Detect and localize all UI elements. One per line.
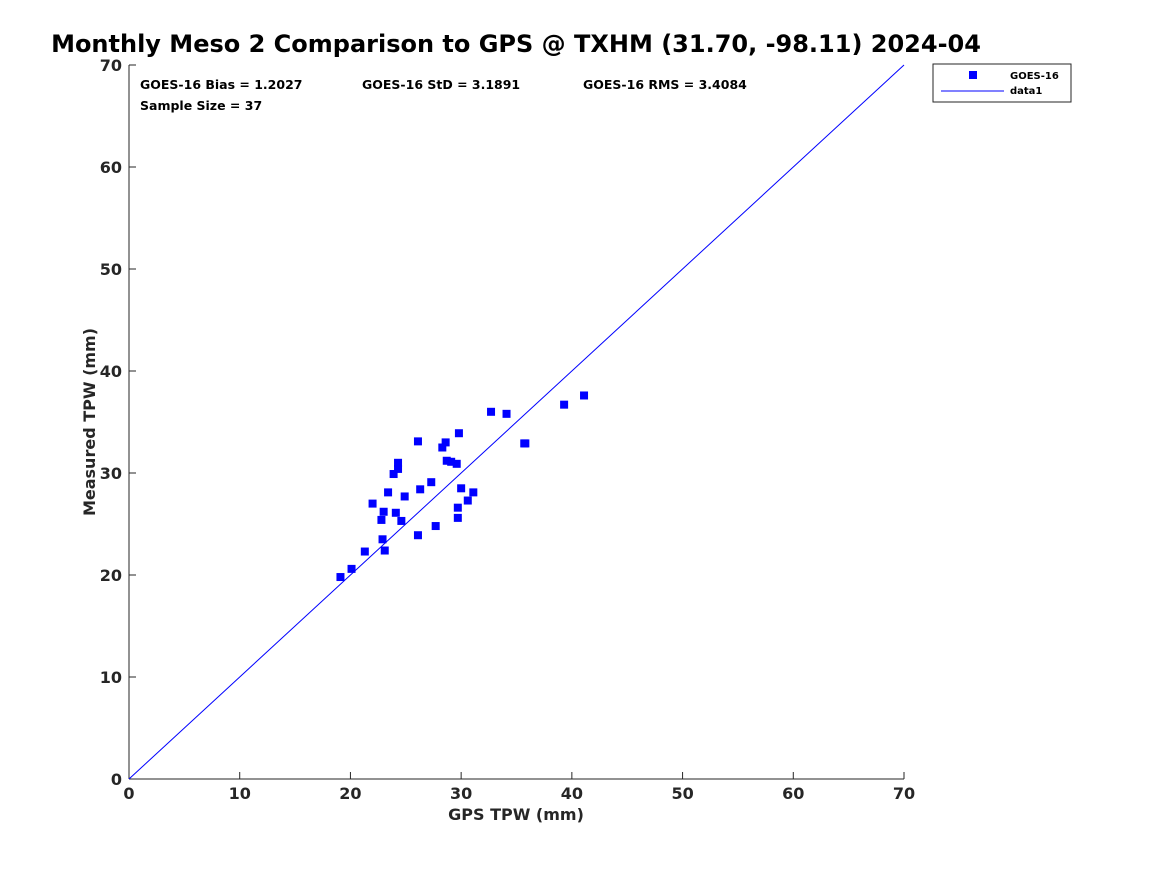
- legend-box: [932, 63, 1072, 103]
- data-point: [413, 437, 422, 446]
- x-axis-label: GPS TPW (mm): [448, 805, 584, 824]
- data-point: [453, 513, 462, 522]
- data-point: [416, 485, 425, 494]
- bias-annotation: GOES-16 Bias = 1.2027: [140, 77, 302, 92]
- data-point: [336, 573, 345, 582]
- y-tick-label: 0: [111, 770, 122, 789]
- data-point: [391, 508, 400, 517]
- data-point: [389, 470, 398, 479]
- chart-title: Monthly Meso 2 Comparison to GPS @ TXHM …: [51, 30, 981, 58]
- data-point: [441, 438, 450, 447]
- rms-annotation: GOES-16 RMS = 3.4084: [583, 77, 747, 92]
- y-tick-label: 70: [100, 56, 122, 75]
- x-tick-label: 10: [229, 784, 251, 803]
- y-tick-label: 50: [100, 260, 122, 279]
- data-point: [347, 564, 356, 573]
- data-point: [360, 547, 369, 556]
- data-point: [560, 400, 569, 409]
- data-point: [487, 407, 496, 416]
- plot-area: 0 10 20 30 40 50 60 70 0 10 20 30 40 50 60 70: [100, 56, 915, 803]
- legend-marker-goes16: [969, 71, 977, 79]
- x-tick-label: 60: [782, 784, 804, 803]
- data-point: [377, 515, 386, 524]
- data-point: [457, 484, 466, 493]
- y-axis-label: Measured TPW (mm): [80, 328, 99, 516]
- data-point: [431, 522, 440, 531]
- data-point: [394, 458, 403, 467]
- data-point: [438, 443, 447, 452]
- x-tick-label: 20: [339, 784, 361, 803]
- data-point: [368, 499, 377, 508]
- data-point: [469, 488, 478, 497]
- reference-line-data1: [128, 64, 905, 780]
- std-annotation: GOES-16 StD = 3.1891: [362, 77, 520, 92]
- y-tick-label: 40: [100, 362, 122, 381]
- x-tick-label: 70: [893, 784, 915, 803]
- data-point: [378, 535, 387, 544]
- data-point: [394, 464, 403, 473]
- sample-size-annotation: Sample Size = 37: [140, 98, 262, 113]
- y-tick-label: 30: [100, 464, 122, 483]
- x-tick-label: 50: [671, 784, 693, 803]
- data-point: [521, 439, 530, 448]
- data-point: [463, 496, 472, 505]
- data-point: [413, 531, 422, 540]
- x-tick-label: 40: [561, 784, 583, 803]
- legend: GOES-16 data1: [932, 63, 1072, 103]
- data-point: [502, 409, 511, 418]
- y-tick-label: 60: [100, 158, 122, 177]
- x-tick-label: 0: [123, 784, 134, 803]
- legend-label-goes16: GOES-16: [1010, 71, 1059, 82]
- data-point: [452, 459, 461, 468]
- data-point: [580, 391, 589, 400]
- data-point: [454, 429, 463, 438]
- legend-label-data1: data1: [1010, 86, 1042, 97]
- y-tick-label: 10: [100, 668, 122, 687]
- x-tick-label: 30: [450, 784, 472, 803]
- data-point: [379, 507, 388, 516]
- data-point: [384, 488, 393, 497]
- data-point: [397, 516, 406, 525]
- data-point: [447, 457, 456, 466]
- data-point: [427, 478, 436, 487]
- data-point: [380, 546, 389, 555]
- data-point: [453, 503, 462, 512]
- data-point: [442, 456, 451, 465]
- y-tick-label: 20: [100, 566, 122, 585]
- data-point: [400, 492, 409, 501]
